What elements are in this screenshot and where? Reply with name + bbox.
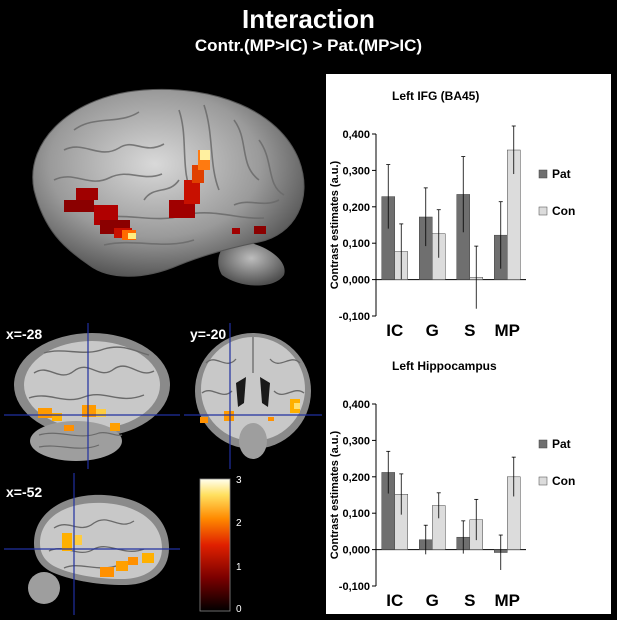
bar-chart-left-ifg: Left IFG (BA45) 0,400 0,300 0,200 0,100 0,000… (329, 89, 575, 340)
slice-label-x-52: x=-52 (6, 484, 43, 500)
legend-swatch-con (538, 476, 548, 486)
colorbar-tick: 2 (236, 518, 242, 529)
y-tick-label: 0,300 (342, 435, 370, 447)
bar-charts-panel: Left IFG (BA45) 0,400 0,300 0,200 0,100 0,000… (326, 74, 611, 614)
y-tick-label: 0,100 (342, 508, 370, 520)
y-tick-label: 0,000 (342, 275, 370, 287)
figure-subtitle: Contr.(MP>IC) > Pat.(MP>IC) (194, 36, 423, 55)
y-tick-label: 0,000 (342, 545, 370, 557)
brain-render-lateral (4, 70, 322, 298)
y-tick-label: 0,300 (342, 165, 370, 177)
legend-label-pat: Pat (552, 437, 571, 451)
y-axis-label: Contrast estimates (a.u.) (329, 430, 341, 559)
x-tick-label: MP (495, 321, 521, 340)
y-tick-label: 0,200 (342, 472, 370, 484)
legend-swatch-con (538, 206, 548, 216)
x-tick-label: IC (386, 591, 403, 610)
colorbar-panel (184, 473, 322, 615)
slice-x-28 (4, 323, 180, 469)
x-tick-label: S (464, 591, 475, 610)
activation-clusters-lateral (64, 150, 266, 240)
slice-label-x-28: x=-28 (6, 326, 43, 342)
colorbar-tick: 3 (236, 475, 242, 486)
slice-label-y-20: y=-20 (190, 326, 227, 342)
x-tick-label: G (426, 321, 439, 340)
colorbar (199, 478, 231, 612)
bar-chart-left-hippocampus: Left Hippocampus 0,400 0,300 0,200 0,100 0,00… (329, 359, 575, 610)
legend-label-con: Con (552, 204, 575, 218)
legend-label-con: Con (552, 474, 575, 488)
x-tick-label: MP (495, 591, 521, 610)
legend-swatch-pat (538, 439, 548, 449)
y-tick-label: 0,100 (342, 238, 370, 250)
x-tick-label: IC (386, 321, 403, 340)
legend-swatch-pat (538, 169, 548, 179)
chart-title: Left IFG (BA45) (392, 89, 479, 103)
x-tick-label: S (464, 321, 475, 340)
y-tick-label: 0,200 (342, 202, 370, 214)
figure-title: Interaction (242, 4, 375, 34)
x-tick-label: G (426, 591, 439, 610)
y-axis-label: Contrast estimates (a.u.) (329, 160, 341, 289)
y-tick-label: -0,100 (339, 311, 370, 323)
y-tick-label: 0,400 (342, 129, 370, 141)
y-tick-label: -0,100 (339, 581, 370, 593)
slice-y-20 (184, 323, 322, 469)
colorbar-tick: 1 (236, 562, 242, 573)
legend-label-pat: Pat (552, 167, 571, 181)
chart-title: Left Hippocampus (392, 359, 497, 373)
y-tick-label: 0,400 (342, 399, 370, 411)
colorbar-tick: 0 (236, 604, 242, 615)
slice-x-52 (4, 473, 180, 615)
